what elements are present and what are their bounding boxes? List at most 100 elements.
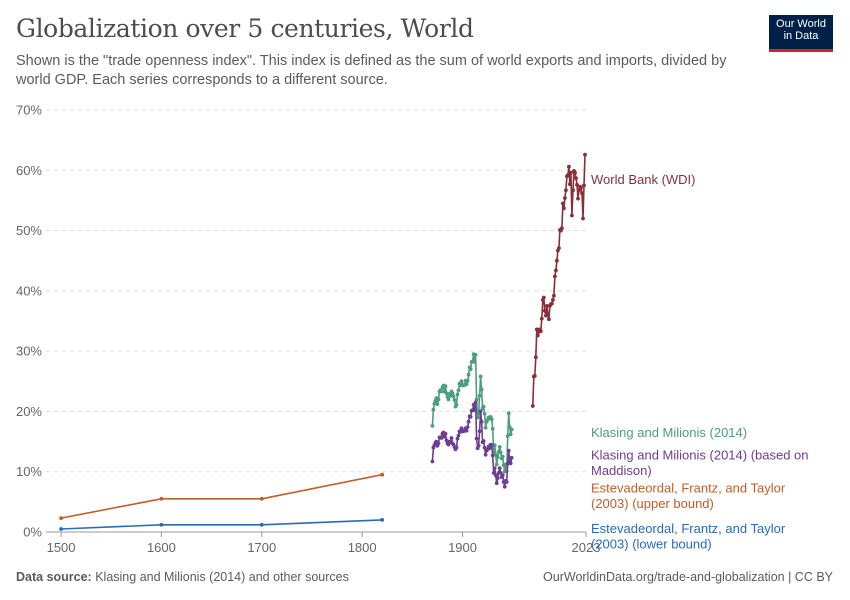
data-point [483,452,488,457]
grid-lines [46,109,586,533]
data-point [464,382,469,387]
data-point [455,436,460,441]
data-point [482,411,487,416]
chart-title: Globalization over 5 centuries, World [16,14,474,43]
x-axis: 1500 1600 1700 1800 1900 2023 [47,532,601,555]
data-point [505,434,510,438]
data-point [468,367,473,372]
data-point [466,419,471,424]
data-point [568,182,572,187]
data-point [472,408,477,413]
data-point [552,293,556,298]
data-point [436,397,441,402]
data-point [532,374,537,378]
data-point [464,428,469,433]
data-point [446,397,451,402]
data-point [580,191,584,196]
data-point [582,183,586,188]
y-tick-label: 50% [16,223,42,238]
y-tick-label: 0% [23,525,42,540]
data-point [564,188,568,193]
series-2 [430,400,514,489]
data-point [436,441,441,446]
data-point [545,304,549,308]
data-point [567,164,571,169]
series-label: Klasing and Milionis (2014) [591,425,747,440]
data-point [553,274,557,279]
data-point [259,522,264,527]
x-tick-label: 1900 [448,540,477,555]
data-point [442,434,447,439]
series-label-line: World Bank (WDI) [591,172,696,187]
y-tick-label: 60% [16,163,42,178]
data-point [493,473,498,478]
series-layer [59,152,587,531]
data-point [487,446,492,451]
owid-logo[interactable]: Our World in Data [769,15,833,52]
data-point [454,402,459,407]
data-point [439,389,444,394]
series-label: Estevadeordal, Frantz, and Taylor (2003) … [591,521,786,552]
data-point [477,393,482,398]
data-point [494,462,499,467]
x-tick-label: 1500 [47,540,76,555]
data-point [561,201,565,206]
data-point [444,438,449,443]
data-point [473,400,478,405]
data-point [497,445,502,449]
y-tick-label: 10% [16,464,42,479]
data-point [574,176,578,181]
data-point [443,384,448,388]
data-point [576,196,580,201]
data-point [497,466,502,470]
data-point [530,404,535,408]
series-line [60,473,383,519]
data-point [474,397,479,402]
series-label-line: Klasing and Milionis (2014) (based on [591,447,809,462]
data-point [562,206,566,211]
x-tick-label: 2023 [572,540,601,555]
data-point [478,409,483,414]
data-point [59,516,63,520]
data-point [490,453,495,458]
data-point [259,496,264,501]
data-point [432,401,437,406]
data-point [477,429,482,434]
data-point [504,480,509,484]
x-tick-label: 1800 [348,540,377,555]
data-point [554,268,558,273]
x-tick-label: 1600 [147,540,176,555]
series-label-line: (2003) (upper bound) [591,496,714,511]
data-point [563,196,567,200]
data-point [538,329,543,334]
data-point [569,170,573,175]
data-point [570,213,574,218]
data-point [431,407,436,412]
data-point [465,378,470,383]
data-point [579,185,583,190]
data-source: Data source: Klasing and Milionis (2014)… [16,570,349,584]
data-point [481,439,486,443]
logo-line-1: Our World [776,18,826,30]
data-point [456,388,461,393]
series-label-line: (2003) (lower bound) [591,536,712,551]
data-point [479,419,484,424]
data-point [466,372,471,377]
data-point [443,431,448,436]
data-point [509,455,514,460]
data-point [159,522,164,527]
data-point [490,427,495,431]
series-label: Estevadeordal, Frantz, and Taylor (2003) … [591,480,786,511]
y-tick-label: 40% [16,283,42,298]
data-point [492,443,497,448]
data-point [454,445,459,450]
source-link[interactable]: OurWorldinData.org/trade-and-globalizati… [543,570,833,584]
data-point [541,295,546,300]
data-point [459,379,464,384]
data-point [575,182,579,187]
data-point [500,454,505,459]
data-point [566,173,570,178]
data-point [505,462,510,466]
data-point [547,317,551,322]
